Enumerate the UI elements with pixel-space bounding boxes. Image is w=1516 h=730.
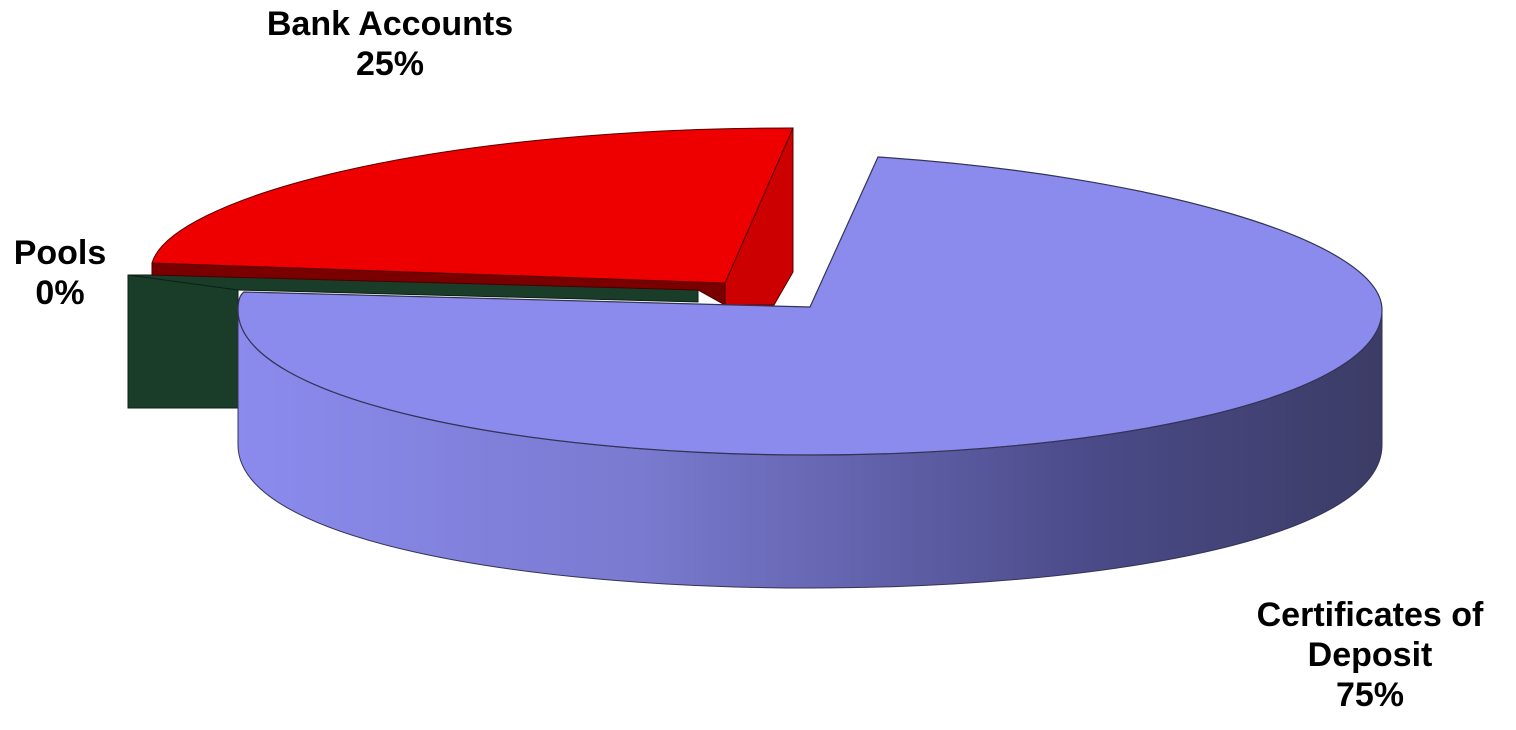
slice-certificates-top (237, 156, 1383, 456)
label-certificates-of-deposit: Certificates of Deposit 75% (1220, 595, 1516, 715)
label-cd-pct: 75% (1335, 676, 1405, 714)
label-bank-accounts: Bank Accounts 25% (210, 4, 570, 84)
label-pools: Pools 0% (0, 233, 120, 313)
label-bank-accounts-pct: 25% (355, 45, 425, 83)
label-cd-name-line2: Deposit (1307, 636, 1433, 674)
label-cd-name-line1: Certificates of (1256, 596, 1484, 634)
label-pools-pct: 0% (35, 274, 85, 312)
label-bank-accounts-name: Bank Accounts (266, 5, 514, 43)
slice-pools-side (127, 274, 239, 409)
slice-bank-accounts-top (151, 127, 794, 284)
label-pools-name: Pools (13, 234, 107, 272)
